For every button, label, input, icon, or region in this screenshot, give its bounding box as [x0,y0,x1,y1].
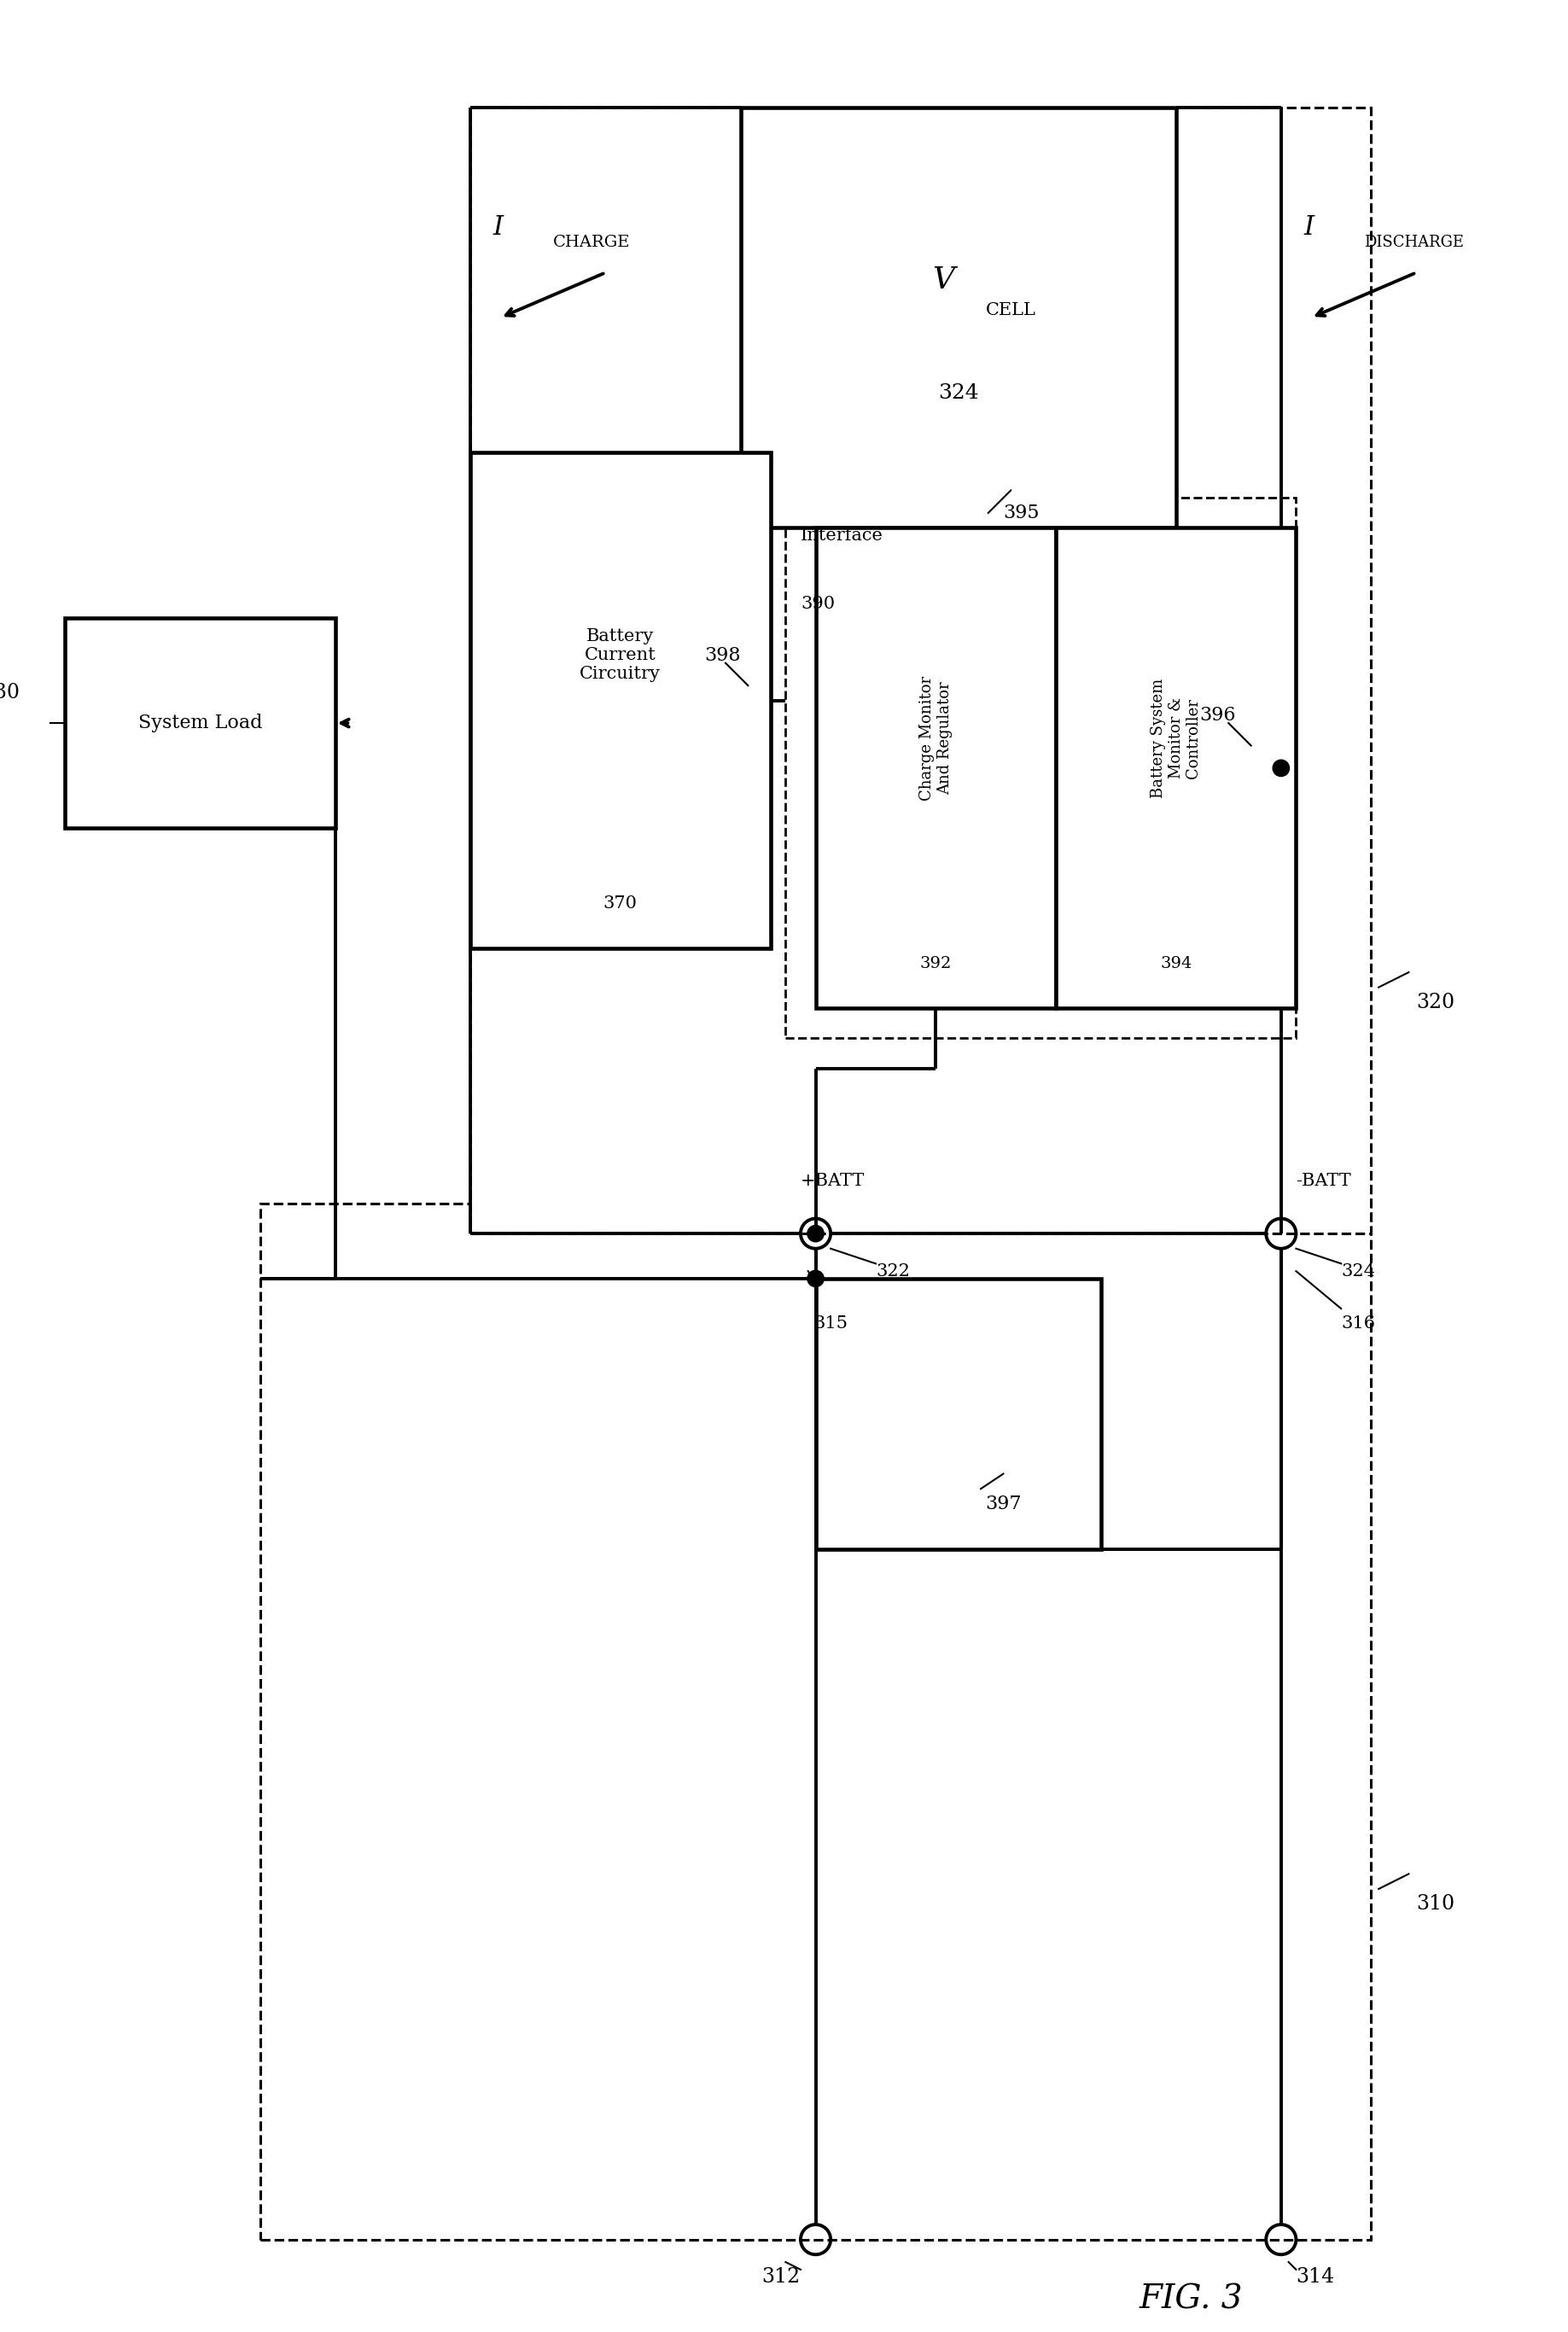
Text: System Load: System Load [138,714,262,732]
Text: 390: 390 [801,595,834,611]
Text: 324: 324 [938,382,978,403]
Bar [260,1203,1370,2239]
Text: 395: 395 [1004,504,1040,522]
Bar [740,107,1176,527]
Text: 314: 314 [1297,2267,1334,2288]
Text: CHARGE: CHARGE [554,236,630,250]
Bar [815,527,1055,1007]
Text: 398: 398 [704,646,740,665]
Bar [786,497,1297,1038]
Text: 312: 312 [762,2267,801,2288]
Text: 394: 394 [1160,956,1192,970]
Text: Interface: Interface [801,527,883,543]
Text: 324: 324 [1341,1264,1375,1280]
Circle shape [1273,760,1289,777]
Text: Battery System
Monitor &
Controller: Battery System Monitor & Controller [1151,679,1201,798]
Circle shape [808,1271,823,1287]
Text: -BATT: -BATT [1297,1173,1352,1189]
Circle shape [808,1224,823,1243]
Text: 396: 396 [1200,707,1236,725]
Text: 392: 392 [920,956,952,970]
Text: V: V [931,266,955,294]
Bar [815,1278,1101,1548]
Text: 322: 322 [875,1264,909,1280]
Bar [1055,527,1297,1007]
Text: FIG. 3: FIG. 3 [1138,2283,1243,2316]
Text: 316: 316 [1341,1315,1375,1332]
Text: Battery
Current
Circuitry: Battery Current Circuitry [580,630,662,683]
Text: 315: 315 [814,1315,848,1332]
Text: 370: 370 [604,895,638,912]
Text: 320: 320 [1416,993,1455,1012]
Text: I: I [492,215,503,240]
Text: 397: 397 [985,1495,1021,1513]
Text: 310: 310 [1416,1894,1455,1915]
Text: DISCHARGE: DISCHARGE [1364,236,1463,250]
Text: Charge Monitor
And Regulator: Charge Monitor And Regulator [919,676,952,800]
Bar [470,452,770,949]
Bar [64,618,336,828]
Text: +BATT: +BATT [801,1173,866,1189]
Bar [470,107,1370,1234]
Text: I: I [1303,215,1314,240]
Text: CELL: CELL [986,303,1036,317]
Text: 330: 330 [0,683,20,702]
